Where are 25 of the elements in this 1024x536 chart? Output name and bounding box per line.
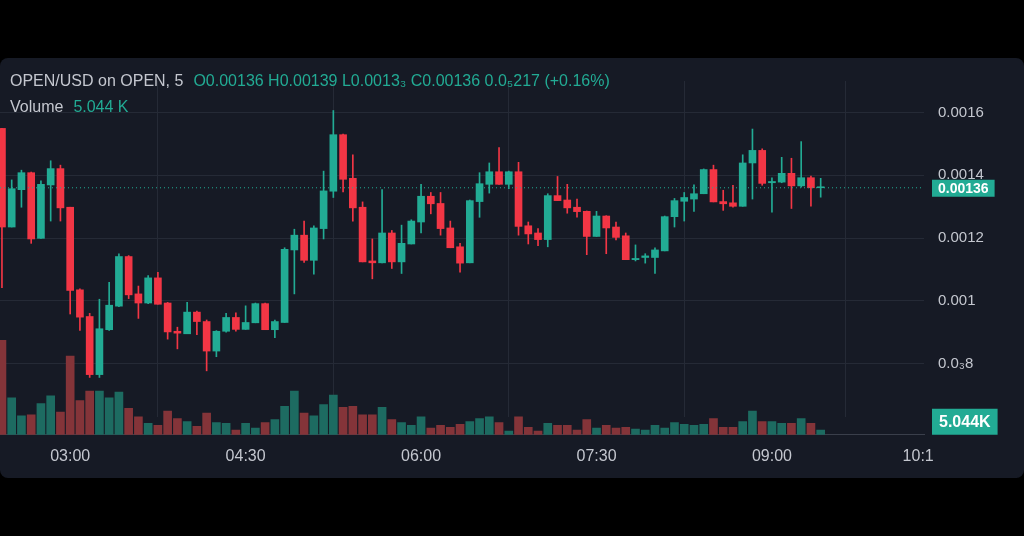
y-tick-label: 0.0016 xyxy=(938,102,984,120)
bar xyxy=(377,406,387,435)
bar xyxy=(543,423,553,435)
x-tick-label: 09:00 xyxy=(751,446,793,464)
x-tick-label: 10:1 xyxy=(902,446,934,464)
x-tick-label: 07:30 xyxy=(576,446,617,464)
chart-subtitle: 5.044 K xyxy=(73,98,129,115)
bar xyxy=(592,427,601,435)
x-tick-label: 06:00 xyxy=(401,446,442,464)
bar xyxy=(787,423,796,435)
bar xyxy=(338,406,348,435)
y-tick-label: 0.0012 xyxy=(938,228,984,246)
chart-title: OPEN/USD on OPEN, 5 xyxy=(10,72,184,89)
bar xyxy=(796,418,806,435)
chart-subtitle: O0.00136 H0.00139 L0.0013₃ C0.00136 0.0₅217 (+0.16%) xyxy=(193,72,610,89)
bar xyxy=(114,391,124,435)
text: 5.044K xyxy=(939,413,992,431)
chart-title: Volume xyxy=(10,98,64,115)
bar xyxy=(26,414,36,435)
bar xyxy=(757,421,767,435)
bar xyxy=(387,419,397,435)
y-tick-label: 0.0₃8 xyxy=(938,353,974,371)
y-tick-label: 0.001 xyxy=(938,290,976,308)
x-tick-label: 03:00 xyxy=(50,446,91,464)
x-tick-label: 04:30 xyxy=(225,446,266,464)
